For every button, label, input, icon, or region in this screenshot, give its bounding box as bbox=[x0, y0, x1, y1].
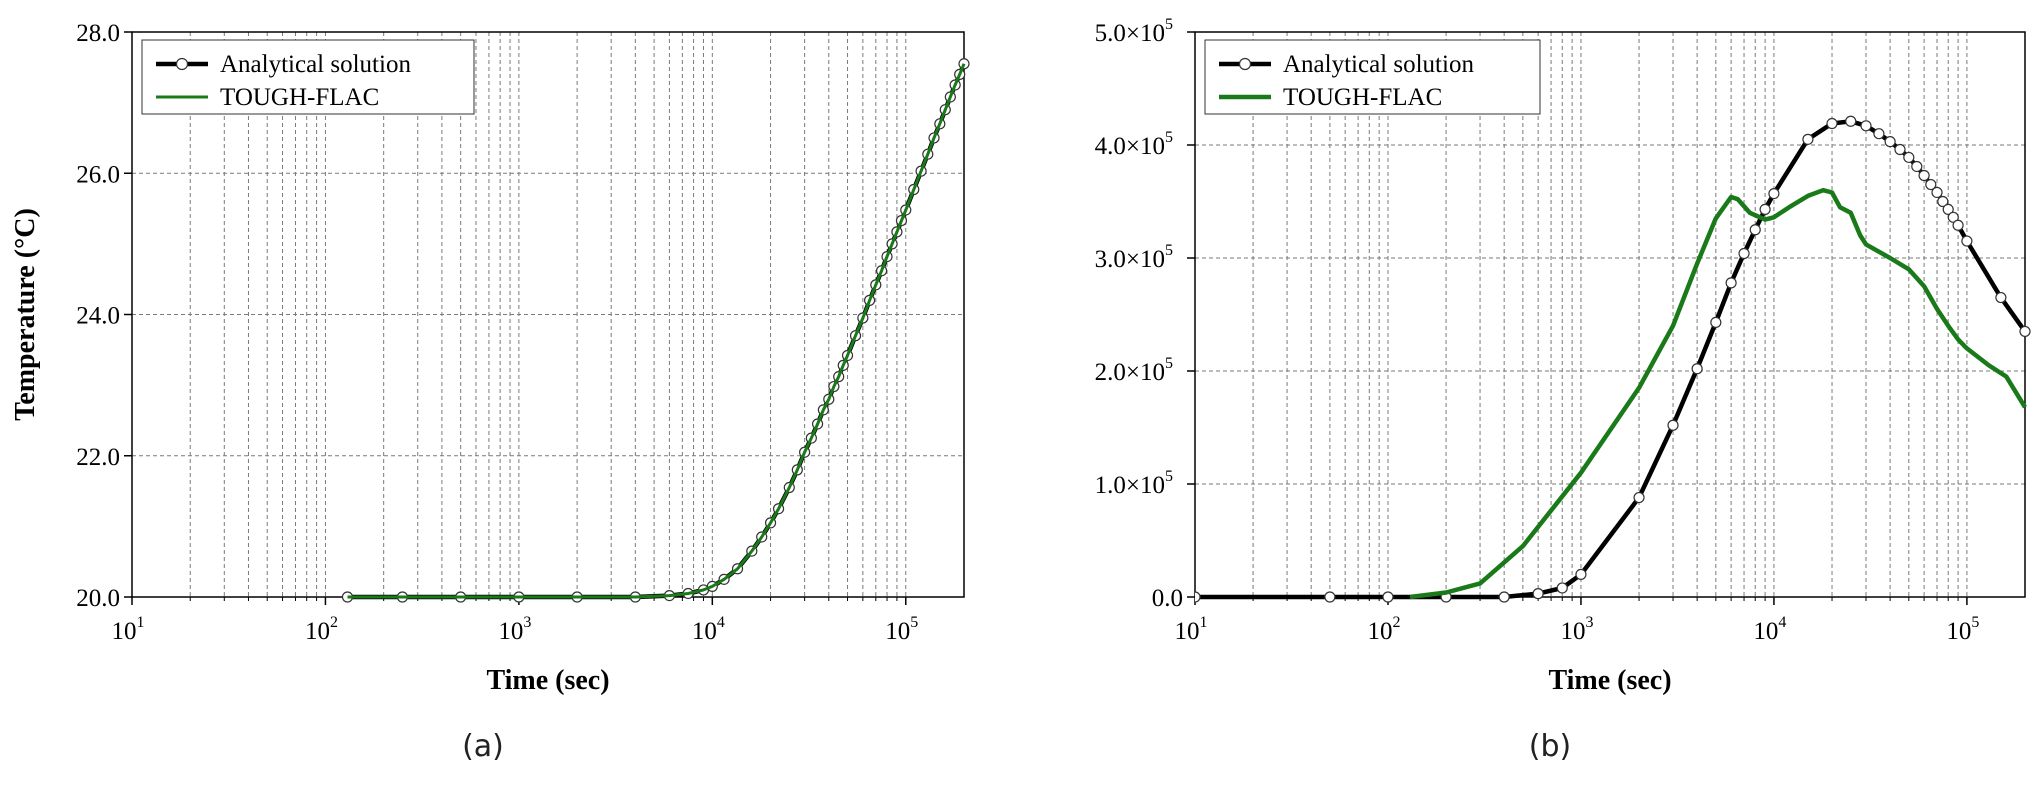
panel-label: (a) bbox=[462, 729, 504, 764]
x-tick-label: 104 bbox=[1753, 614, 1786, 645]
data-point bbox=[1918, 169, 1930, 182]
y-tick-label: 22.0 bbox=[76, 444, 120, 471]
grid bbox=[1195, 32, 2025, 597]
data-point bbox=[2019, 325, 2031, 338]
data-point bbox=[1911, 160, 1923, 173]
grid bbox=[132, 32, 964, 597]
series-line-overlay bbox=[347, 63, 966, 599]
legend-entry: TOUGH-FLAC bbox=[220, 84, 379, 111]
y-tick-label: 3.0×105 bbox=[1095, 242, 1173, 273]
legend-entry: TOUGH-FLAC bbox=[1283, 84, 1442, 111]
data-point bbox=[1995, 291, 2007, 304]
data-point bbox=[1633, 491, 1645, 504]
series-tough-flac bbox=[347, 63, 966, 599]
x-tick-label: 104 bbox=[692, 614, 725, 645]
legend-marker bbox=[1238, 57, 1252, 71]
legend-marker bbox=[175, 57, 189, 71]
plot-frame bbox=[1194, 31, 2026, 598]
data-point bbox=[1532, 588, 1544, 600]
y-tick-label: 26.0 bbox=[76, 161, 120, 188]
data-point bbox=[1894, 143, 1906, 156]
series-line bbox=[347, 63, 966, 599]
series-tough-flac bbox=[1409, 187, 2027, 600]
data-point bbox=[1725, 277, 1737, 289]
y-tick-label: 24.0 bbox=[76, 303, 120, 330]
y-tick-label: 20.0 bbox=[76, 585, 120, 612]
data-point bbox=[1691, 363, 1703, 375]
series-line bbox=[347, 62, 967, 600]
legend-box bbox=[141, 39, 475, 115]
y-tick-label: 5.0×105 bbox=[1095, 16, 1173, 47]
x-axis-title: Time (sec) bbox=[1548, 665, 1671, 696]
data-point bbox=[1195, 591, 1201, 603]
data-point bbox=[1860, 120, 1872, 132]
y-tick-label: 4.0×105 bbox=[1095, 129, 1173, 160]
data-point bbox=[1845, 115, 1857, 127]
data-point bbox=[1961, 235, 1973, 247]
y-tick-label: 0.0 bbox=[1152, 585, 1183, 612]
x-tick-label: 105 bbox=[885, 614, 918, 645]
x-tick-label: 101 bbox=[1175, 614, 1208, 645]
data-point bbox=[1925, 178, 1937, 191]
x-tick-label: 105 bbox=[1946, 614, 1979, 645]
y-tick-label: 28.0 bbox=[76, 20, 120, 47]
panel-label: (b) bbox=[1529, 729, 1571, 764]
data-point bbox=[1952, 219, 1964, 231]
legend: Analytical solution TOUGH-FLAC bbox=[141, 39, 475, 115]
data-point bbox=[1942, 203, 1954, 216]
data-point bbox=[1826, 117, 1838, 130]
x-tick-label: 101 bbox=[112, 614, 145, 645]
data-point bbox=[1667, 419, 1679, 431]
series-analytical bbox=[341, 58, 970, 603]
series-line bbox=[1409, 187, 2027, 600]
legend-box bbox=[1204, 39, 1541, 115]
data-point bbox=[1556, 582, 1568, 594]
data-point bbox=[1382, 591, 1394, 603]
legend-entry: Analytical solution bbox=[220, 51, 411, 78]
data-point bbox=[1884, 136, 1896, 148]
data-point bbox=[1903, 151, 1915, 164]
data-point bbox=[1710, 316, 1722, 329]
data-point bbox=[1749, 224, 1761, 236]
x-tick-label: 102 bbox=[305, 614, 338, 645]
y-axis-title: Temperature (°C) bbox=[10, 208, 41, 421]
legend-entry: Analytical solution bbox=[1283, 51, 1474, 78]
series-analytical bbox=[1195, 115, 2031, 603]
data-point bbox=[1931, 186, 1943, 199]
data-point bbox=[1873, 128, 1885, 140]
series-tough-flac-overlay bbox=[347, 63, 966, 599]
data-point bbox=[1937, 195, 1949, 208]
x-tick-label: 102 bbox=[1367, 614, 1400, 645]
chart-panel-b: 101 102 103 104 105 0.0 1.0×105 2.0×105 3.0×105 4… bbox=[1095, 16, 2031, 764]
y-tick-label: 2.0×105 bbox=[1095, 355, 1173, 386]
data-point bbox=[1575, 568, 1587, 581]
x-tick-label: 103 bbox=[1560, 614, 1593, 645]
data-point bbox=[1802, 133, 1814, 145]
y-tick-label: 1.0×105 bbox=[1095, 468, 1173, 499]
data-point bbox=[1738, 247, 1750, 260]
data-point bbox=[1947, 211, 1959, 223]
data-point bbox=[1759, 203, 1771, 216]
series-line bbox=[1195, 119, 2027, 600]
x-tick-label: 103 bbox=[498, 614, 531, 645]
data-point bbox=[1498, 591, 1510, 603]
x-axis-title: Time (sec) bbox=[486, 665, 609, 696]
chart-panel-a: 101 102 103 104 105 20.0 22.0 24.0 26.0 28.0 Time … bbox=[10, 20, 970, 764]
legend: Analytical solution TOUGH-FLAC bbox=[1204, 39, 1541, 115]
data-point bbox=[1768, 187, 1780, 200]
data-point bbox=[1324, 591, 1336, 603]
